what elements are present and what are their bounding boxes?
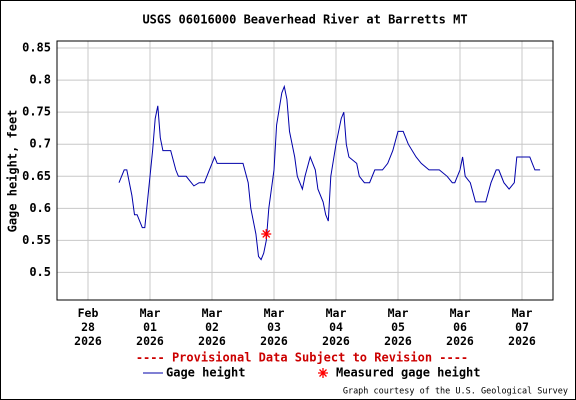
y-tick-label: 0.6 xyxy=(29,201,51,215)
x-tick-label: Feb 28 2026 xyxy=(74,306,102,348)
legend-label: Gage height xyxy=(166,366,245,380)
x-tick-label: Mar 02 2026 xyxy=(198,306,226,348)
x-tick-label: Mar 04 2026 xyxy=(322,306,350,348)
x-tick-label: Mar 07 2026 xyxy=(508,306,536,348)
x-tick-label: Mar 01 2026 xyxy=(136,306,164,348)
x-tick-label: Mar 03 2026 xyxy=(260,306,288,348)
credit: Graph courtesy of the U.S. Geological Su… xyxy=(343,387,568,397)
x-tick-label: Mar 06 2026 xyxy=(446,306,474,348)
legend-marker xyxy=(318,368,328,378)
provisional-note: ---- Provisional Data Subject to Revisio… xyxy=(136,351,468,365)
y-tick-label: 0.85 xyxy=(22,41,51,55)
y-tick-label: 0.75 xyxy=(22,105,51,119)
y-tick-label: 0.5 xyxy=(29,265,51,279)
plot-area xyxy=(57,41,553,300)
plot-frame xyxy=(56,40,554,301)
y-tick-label: 0.7 xyxy=(29,137,51,151)
y-tick-label: 0.8 xyxy=(29,73,51,87)
gage-line xyxy=(118,84,541,261)
y-tick-label: 0.55 xyxy=(22,233,51,247)
y-tick-label: 0.65 xyxy=(22,169,51,183)
x-tick-label: Mar 05 2026 xyxy=(384,306,412,348)
legend-label: Measured gage height xyxy=(336,366,481,380)
measurement-marker xyxy=(261,228,272,239)
y-axis-label: Gage height, feet xyxy=(6,110,20,233)
chart-title: USGS 06016000 Beaverhead River at Barret… xyxy=(142,13,467,27)
